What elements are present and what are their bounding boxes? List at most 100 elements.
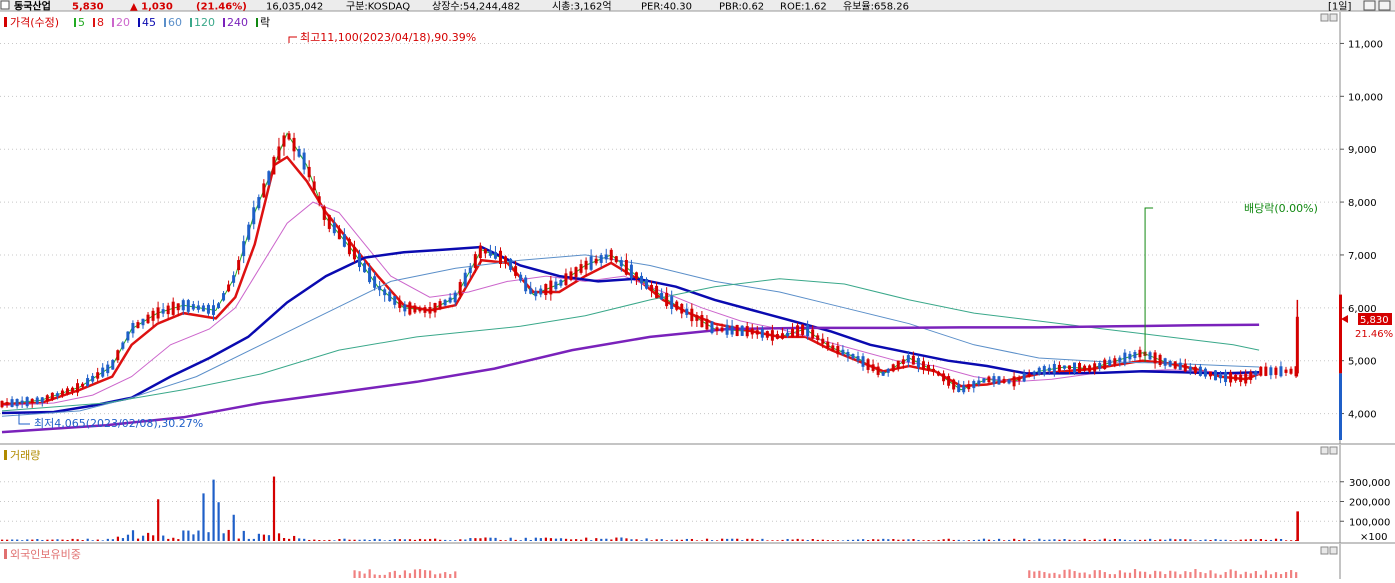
foreign-bar [1154, 570, 1157, 578]
volume-bar [373, 538, 376, 541]
candle-body [1229, 372, 1233, 383]
volume-legend-marker [4, 450, 7, 460]
volume-bar [992, 540, 996, 541]
foreign-legend-marker [4, 549, 7, 559]
candle-body [191, 304, 195, 310]
ma-line-120 [1, 278, 1260, 412]
candle-body [896, 360, 900, 369]
volume-bar [1, 539, 4, 541]
foreign-legend: 외국인보유비중 [10, 548, 81, 561]
foreign-minimize-icon[interactable] [1320, 546, 1329, 555]
volume-bar [892, 539, 895, 541]
candle-body [337, 229, 341, 240]
candle-body [841, 349, 845, 355]
candle-body [96, 372, 100, 379]
candle-body [222, 293, 226, 301]
volume-minimize-icon[interactable] [1320, 446, 1329, 455]
period-button[interactable]: [1일] [1328, 1, 1351, 13]
volume-bar [509, 537, 512, 541]
candle-body [876, 366, 880, 375]
volume-close-icon[interactable] [1329, 446, 1338, 455]
restore-icon[interactable] [1363, 0, 1376, 11]
volume-bar [1224, 539, 1227, 541]
volume-bar [141, 535, 145, 541]
candle-body [524, 277, 528, 292]
candle-body [1269, 367, 1273, 376]
candle-body [645, 278, 649, 289]
volume-bar [1118, 539, 1122, 541]
volume-bar [786, 538, 789, 541]
header-bar [0, 0, 1395, 11]
ma-legend-label: 20 [116, 16, 130, 29]
y-tick-label: 6,000 [1348, 304, 1377, 315]
volume-bar [247, 538, 250, 541]
volume-bar [695, 540, 699, 541]
candle-body [720, 327, 724, 332]
candle-body [539, 288, 543, 295]
candle-body [1002, 378, 1006, 383]
volume-bar [957, 539, 960, 541]
volume-bar [801, 539, 804, 541]
foreign-close-icon[interactable] [1329, 546, 1338, 555]
volume-bar [121, 538, 125, 541]
current-price: 5,830 [72, 2, 104, 13]
panel-close-icon[interactable] [1329, 13, 1338, 22]
volume-bar [756, 540, 759, 541]
candle-body [1208, 371, 1212, 377]
volume-bar [46, 539, 49, 541]
volume-total: 16,035,042 [266, 2, 323, 13]
stock-name: 동국산업 [14, 0, 51, 13]
candle-body [1219, 374, 1223, 379]
ma-line-8 [1, 155, 1260, 406]
volume-panel [0, 445, 1340, 543]
candle-body [665, 292, 669, 307]
candle-body [81, 383, 85, 387]
candle-body [947, 376, 951, 386]
candle-body [111, 359, 115, 370]
volume-bar [912, 539, 915, 541]
volume-tick-label: 100,000 [1349, 517, 1390, 528]
price-change: ▲ 1,030 [130, 2, 173, 13]
foreign-bar [1063, 569, 1066, 578]
candle-body [614, 256, 618, 263]
candle-body [5, 401, 9, 406]
volume-bar [408, 539, 412, 541]
volume-bar [922, 540, 925, 541]
volume-bar [1103, 538, 1106, 541]
volume-bar [781, 539, 784, 541]
panel-minimize-icon[interactable] [1320, 13, 1329, 22]
volume-bar [1018, 540, 1021, 541]
volume-bar [403, 539, 407, 541]
volume-bar [1138, 539, 1142, 541]
volume-bar [907, 539, 910, 541]
dividend-annotation: 배당락(0.00%) [1244, 202, 1318, 215]
y-tick-label: 4,000 [1348, 410, 1377, 421]
candle-body [639, 275, 643, 284]
foreign-bar [454, 571, 457, 578]
volume-bar [872, 539, 875, 541]
volume-bar [484, 537, 487, 541]
foreign-bar [1058, 574, 1061, 578]
volume-bar [36, 539, 39, 541]
volume-bar [605, 538, 608, 541]
volume-bar [549, 538, 553, 541]
candle-body [921, 361, 925, 370]
volume-bar [932, 540, 935, 541]
volume-bar [635, 539, 638, 541]
volume-bar [474, 538, 477, 541]
volume-tick-label: 300,000 [1349, 478, 1390, 489]
volume-bar [700, 540, 704, 541]
candle-body [569, 271, 573, 280]
volume-bar [1073, 539, 1076, 541]
candle-body [76, 383, 80, 393]
window-icon[interactable] [0, 0, 10, 10]
volume-bar [1194, 540, 1197, 541]
close-icon[interactable] [1378, 0, 1391, 11]
candle-body [201, 305, 205, 312]
volume-bar [1088, 540, 1091, 541]
volume-bar [721, 538, 724, 541]
candle-body [40, 397, 44, 403]
volume-bar [1259, 539, 1263, 541]
volume-bar [262, 534, 266, 541]
